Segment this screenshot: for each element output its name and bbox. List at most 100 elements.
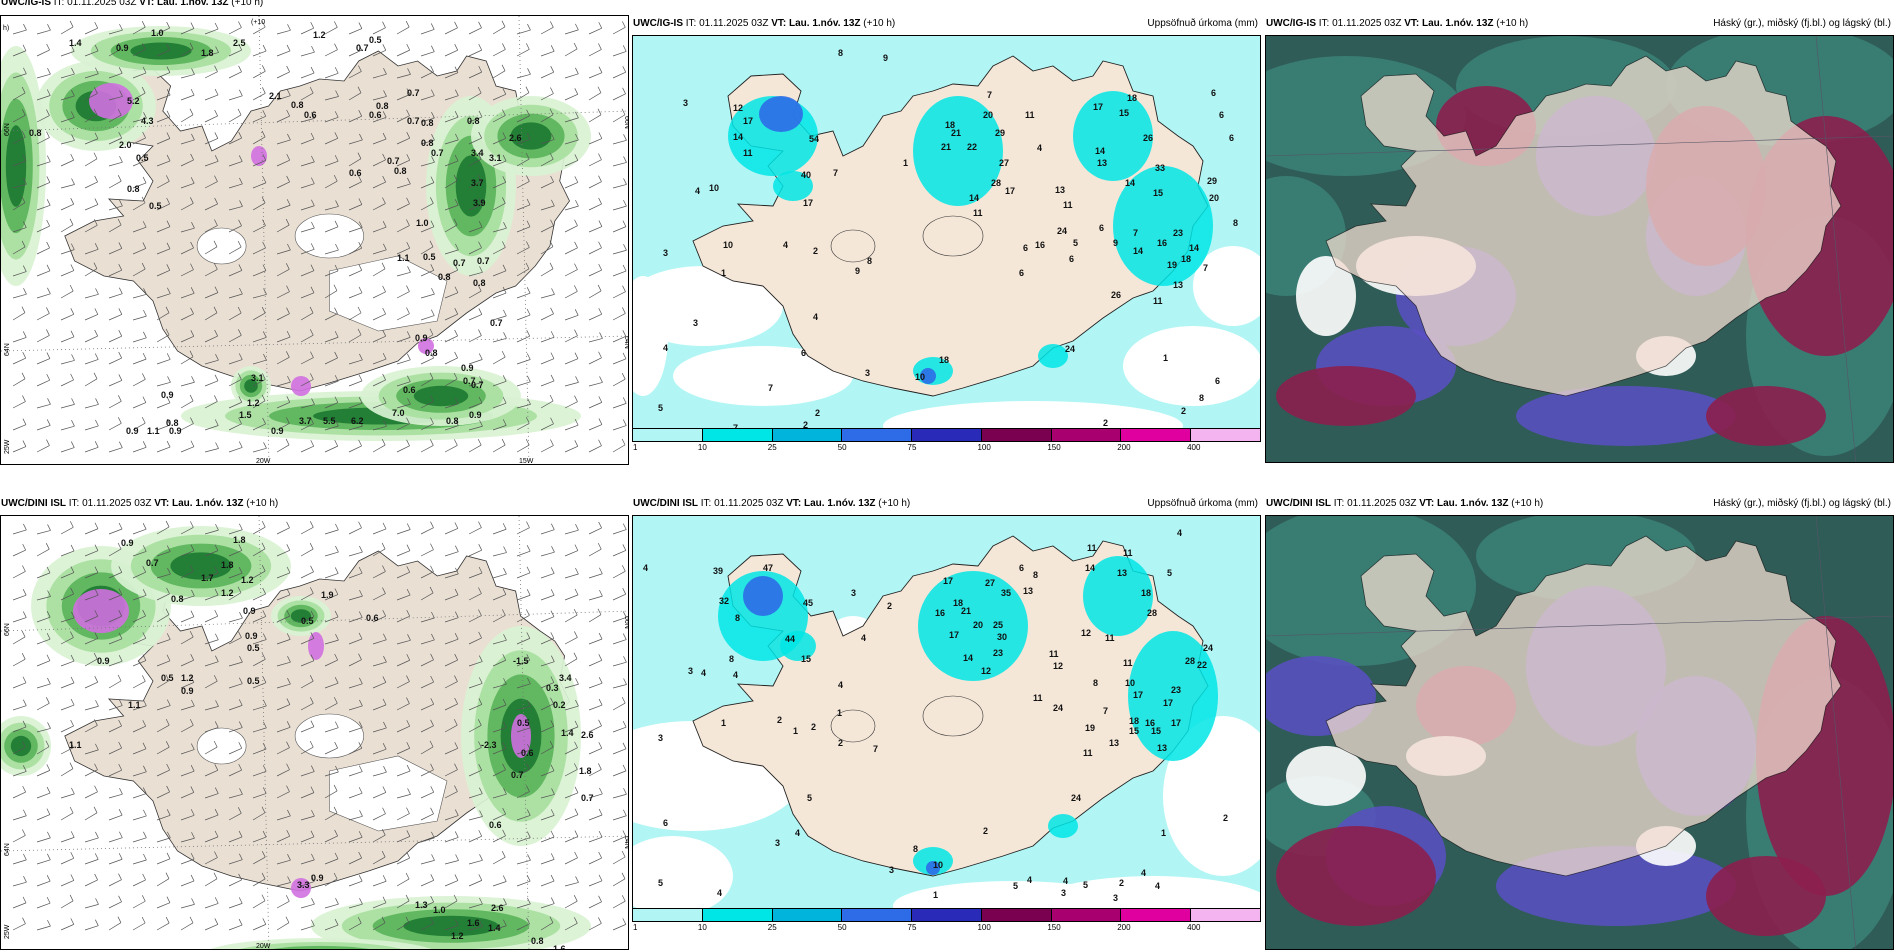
wind-barb bbox=[252, 423, 266, 431]
wind-barb bbox=[108, 528, 123, 535]
wind-barb bbox=[228, 270, 242, 277]
glacier-outline bbox=[830, 709, 876, 743]
precip-value-label: 0.5 bbox=[161, 673, 174, 683]
wind-barb-flag bbox=[70, 852, 75, 859]
init-time: IT: 01.11.2025 03Z bbox=[53, 0, 137, 8]
wind-barb-flag bbox=[143, 331, 147, 338]
wind-barb bbox=[468, 204, 482, 211]
wind-barb-flag bbox=[479, 897, 483, 905]
wind-barb-flag bbox=[189, 630, 194, 638]
wind-barb bbox=[36, 902, 51, 909]
wind-barb-flag bbox=[430, 565, 434, 572]
wind-barb bbox=[348, 292, 363, 299]
precip-rate-shade bbox=[413, 385, 469, 407]
wind-barb bbox=[252, 160, 266, 167]
wind-barb bbox=[516, 594, 531, 601]
wind-barb bbox=[324, 771, 339, 777]
precip-value-label: 6 bbox=[663, 818, 668, 828]
precip-value-label: 16 bbox=[1157, 238, 1167, 248]
wind-barb-flag bbox=[190, 263, 194, 270]
wind-barb bbox=[180, 770, 195, 777]
precip-value-label: 1.2 bbox=[221, 588, 234, 598]
precip-value-label: 26 bbox=[1111, 290, 1121, 300]
wind-barb bbox=[468, 335, 482, 343]
wind-barb-flag bbox=[573, 42, 578, 50]
wind-barb bbox=[588, 527, 602, 535]
wind-barb-flag bbox=[334, 653, 338, 661]
wind-barb-flag bbox=[70, 153, 75, 161]
wind-barb bbox=[204, 312, 218, 321]
wind-barb bbox=[132, 528, 147, 535]
wind-barb-flag bbox=[142, 176, 147, 184]
wind-barb-flag bbox=[286, 566, 291, 574]
wind-barb bbox=[204, 639, 219, 645]
wind-barb bbox=[468, 425, 483, 431]
wind-barb-flag bbox=[142, 221, 147, 228]
wind-barb-flag bbox=[286, 199, 291, 206]
precip-value-label: 27 bbox=[999, 158, 1009, 168]
wind-barb bbox=[132, 900, 146, 909]
wind-barb bbox=[492, 748, 507, 755]
colorbar-swatch bbox=[772, 429, 843, 441]
wind-barb-flag bbox=[143, 699, 147, 706]
wind-barb-flag bbox=[407, 266, 411, 273]
valid-time: Lau. 1.nóv. 13Z bbox=[157, 0, 229, 8]
wind-barb-flag bbox=[71, 787, 75, 795]
wind-barb-flag bbox=[214, 219, 218, 226]
panel-subtitle: Háský (gr.), miðský (fj.bl.) og lágský (… bbox=[1713, 498, 1891, 509]
wind-barb bbox=[276, 900, 290, 909]
wind-barb bbox=[468, 226, 483, 233]
wind-barb-flag bbox=[478, 631, 482, 639]
wind-barb bbox=[372, 771, 387, 777]
precip-value-label: 23 bbox=[993, 648, 1003, 658]
wind-barb-flag bbox=[118, 655, 123, 662]
precip-value-label: -1.5 bbox=[513, 656, 529, 666]
wind-barb bbox=[540, 551, 555, 557]
wind-barb bbox=[348, 617, 363, 623]
wind-barb-flag bbox=[238, 264, 243, 271]
wind-barb bbox=[156, 402, 171, 409]
panel-wind-dini: UWC/DINI ISL IT: 01.11.2025 03Z VT: Lau.… bbox=[0, 495, 629, 950]
wind-barb bbox=[12, 29, 27, 35]
wind-barb bbox=[108, 314, 122, 321]
wind-barb bbox=[36, 572, 51, 579]
wind-barb bbox=[132, 72, 147, 79]
wind-barb-flag bbox=[261, 851, 266, 858]
wind-barb bbox=[60, 117, 75, 123]
wind-barb bbox=[180, 724, 194, 733]
graticule-line bbox=[1, 110, 628, 132]
wind-barb-flag bbox=[574, 418, 579, 426]
wind-barb-flag bbox=[430, 65, 434, 72]
wind-barb-flag bbox=[478, 353, 483, 360]
precip-value-label: 16 bbox=[935, 608, 945, 618]
wind-barb-flag bbox=[190, 22, 195, 29]
wind-barb bbox=[276, 639, 291, 645]
wind-barb bbox=[204, 529, 219, 535]
wind-barb bbox=[444, 860, 459, 865]
wind-barb bbox=[228, 592, 242, 601]
wind-barb-flag bbox=[382, 396, 387, 404]
wind-barb bbox=[204, 924, 218, 931]
wind-barb-flag bbox=[215, 633, 219, 640]
wind-barb-flag bbox=[309, 86, 314, 94]
wind-barb-flag bbox=[23, 809, 27, 816]
precip-value-label: 1 bbox=[793, 726, 798, 736]
wind-barb bbox=[396, 137, 410, 145]
wind-barb-flag bbox=[190, 440, 195, 447]
wind-barb-flag bbox=[69, 20, 74, 28]
wind-barb-flag bbox=[119, 23, 123, 31]
wind-barb bbox=[348, 836, 363, 843]
wind-barb bbox=[468, 880, 482, 887]
wind-barb-flag bbox=[286, 763, 290, 770]
precip-value-label: 2 bbox=[838, 738, 843, 748]
wind-barb-flag bbox=[573, 652, 578, 659]
wind-barb-flag bbox=[382, 698, 387, 706]
precip-value-label: 0.7 bbox=[431, 148, 444, 158]
precip-value-label: 8 bbox=[913, 844, 918, 854]
graticule-line bbox=[1, 335, 628, 352]
wind-barb bbox=[588, 573, 603, 579]
wind-barb bbox=[12, 902, 27, 909]
wind-barb bbox=[276, 661, 291, 667]
wind-barb-flag bbox=[454, 419, 459, 426]
wind-barb-flag bbox=[46, 786, 51, 794]
